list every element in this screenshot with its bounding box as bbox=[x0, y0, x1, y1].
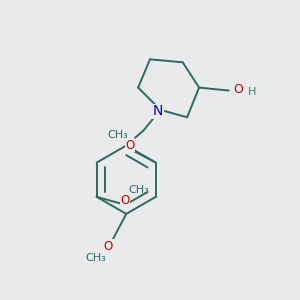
Text: N: N bbox=[153, 104, 163, 118]
Text: CH₃: CH₃ bbox=[85, 253, 106, 262]
Text: CH₃: CH₃ bbox=[128, 185, 149, 195]
Text: O: O bbox=[125, 139, 135, 152]
Text: O: O bbox=[233, 83, 243, 96]
Text: O: O bbox=[104, 240, 113, 253]
Text: CH₃: CH₃ bbox=[108, 130, 128, 140]
Text: O: O bbox=[120, 194, 130, 207]
Text: H: H bbox=[248, 87, 256, 97]
